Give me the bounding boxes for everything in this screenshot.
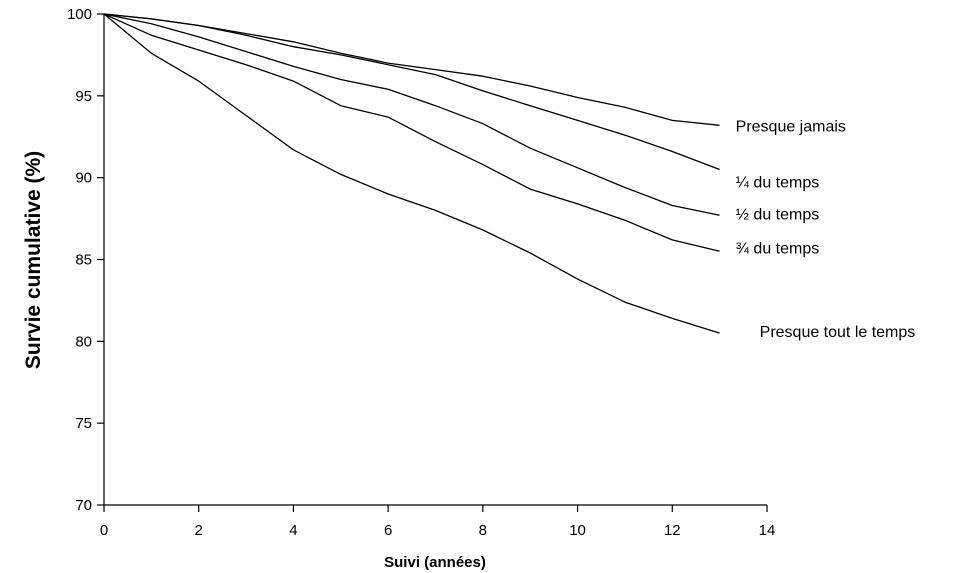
series-label-1: Presque jamais [736,118,846,135]
x-axis-title: Suivi (années) [384,554,486,571]
series-label-5: Presque tout le temps [760,324,916,341]
series-line-3 [103,13,720,216]
y-tick-label: 75 [75,415,92,432]
series-labels: Presque jamais ¼ du temps ½ du temps ¾ du t… [736,118,916,341]
y-tick-label: 95 [75,88,92,105]
y-axis-title: Survie cumulative (%) [22,151,45,369]
series-lines [103,13,720,334]
x-tick-label: 10 [569,522,586,539]
series-line-5 [103,13,720,334]
series-label-4: ¾ du temps [736,240,820,257]
series-label-3: ½ du temps [736,206,820,223]
x-tick-label: 14 [759,522,776,539]
x-tick-label: 6 [384,522,392,539]
series-line-2 [103,13,720,171]
x-tick-label: 2 [195,522,203,539]
y-tick-label: 80 [75,333,92,350]
x-tick-label: 0 [100,522,108,539]
series-label-2: ¼ du temps [736,174,820,191]
y-tick-label: 90 [75,170,92,187]
x-tick-label: 8 [479,522,487,539]
x-tick-label: 12 [664,522,681,539]
x-tick-label: 4 [289,522,297,539]
series-line-4 [103,13,720,252]
y-tick-label: 85 [75,252,92,269]
axes: 70 75 80 85 90 95 100 0 2 4 6 8 10 12 14 [67,6,775,539]
y-tick-label: 100 [67,6,92,23]
y-tick-label: 70 [75,497,92,514]
